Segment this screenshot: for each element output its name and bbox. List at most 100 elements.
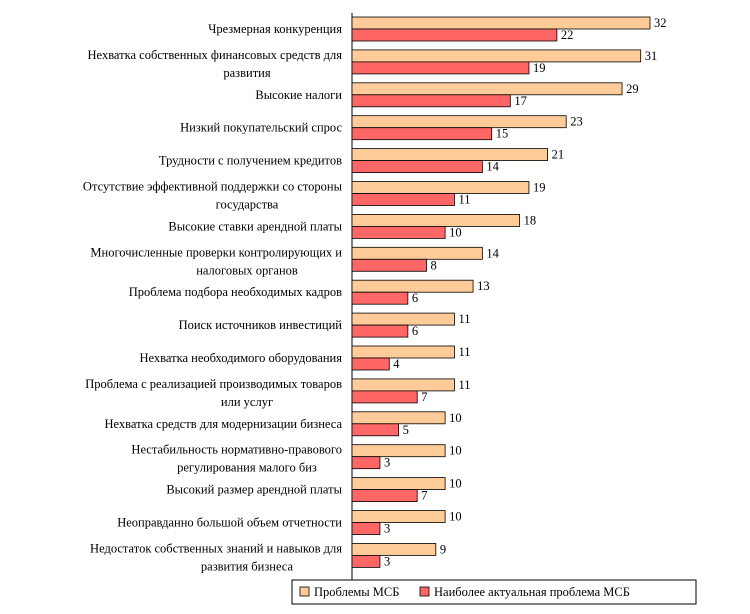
bar-series-1 <box>351 378 455 392</box>
data-label-series-1: 10 <box>449 444 462 458</box>
data-label-series-1: 10 <box>449 411 462 425</box>
bar-series-1 <box>351 148 548 162</box>
data-label-series-1: 19 <box>533 181 546 195</box>
category-label-line: государства <box>216 198 279 212</box>
category-label: Нехватка собственных финансовых средств … <box>88 48 343 80</box>
category-label: Высокий размер арендной платы <box>166 483 342 497</box>
category-label: Проблема с реализацией производимых това… <box>85 377 342 409</box>
data-label-series-1: 21 <box>552 148 565 162</box>
bar-series-2 <box>351 489 418 503</box>
data-label-series-1: 18 <box>524 213 537 227</box>
category-label: Низкий покупательский спрос <box>180 121 342 135</box>
legend-label-series-1: Проблемы МСБ <box>314 585 399 599</box>
category-label: Высокие налоги <box>255 88 342 102</box>
category-label: Поиск источников инвестиций <box>179 318 343 332</box>
legend-label-series-2: Наиболее актуальная проблема МСБ <box>434 585 630 599</box>
data-label-series-1: 29 <box>626 82 639 96</box>
bar-series-2 <box>351 357 390 371</box>
data-label-series-1: 9 <box>440 542 446 556</box>
bar-series-1 <box>351 246 483 260</box>
data-label-series-2: 6 <box>412 324 418 338</box>
bar-series-2 <box>351 225 446 239</box>
bar-series-2 <box>351 522 381 535</box>
category-label-line: развития бизнеса <box>201 559 294 573</box>
data-label-series-2: 15 <box>496 127 509 141</box>
data-label-series-1: 14 <box>486 246 499 260</box>
data-label-series-2: 14 <box>486 160 499 174</box>
bar-series-1 <box>351 49 642 63</box>
bar-series-1 <box>351 16 651 30</box>
bar-series-2 <box>351 160 483 174</box>
data-label-series-2: 19 <box>533 61 546 75</box>
category-label-line: регулирования малого биз <box>177 461 317 475</box>
category-label: Недостаток собственных знаний и навыков … <box>90 541 342 573</box>
data-label-series-2: 6 <box>412 291 418 305</box>
data-label-series-2: 4 <box>393 357 400 371</box>
category-label-line: Нестабильность нормативно-правового <box>131 443 342 457</box>
bar-series-1 <box>351 82 623 96</box>
bar-series-2 <box>351 61 530 75</box>
data-label-series-2: 8 <box>431 258 437 272</box>
category-label: Отсутствие эффективной поддержки со стор… <box>83 180 343 212</box>
data-label-series-2: 3 <box>384 456 390 470</box>
legend-swatch-series-1 <box>299 586 310 597</box>
data-label-series-2: 11 <box>458 193 470 207</box>
category-label-line: Проблема с реализацией производимых това… <box>85 377 342 391</box>
data-label-series-1: 10 <box>449 477 462 491</box>
category-label: Высокие ставки арендной платы <box>168 219 342 233</box>
data-label-series-1: 11 <box>458 378 470 392</box>
category-label: Трудности с получением кредитов <box>159 154 342 168</box>
bar-series-2 <box>351 291 409 305</box>
bar-series-1 <box>351 115 567 129</box>
category-label-line: развития <box>223 66 270 80</box>
data-label-series-1: 32 <box>654 16 667 30</box>
category-label-line: Отсутствие эффективной поддержки со стор… <box>83 180 343 194</box>
category-labels: Чрезмерная конкуренция Нехватка собственн… <box>83 22 343 573</box>
category-label: Чрезмерная конкуренция <box>208 22 342 36</box>
bar-series-1 <box>351 312 455 326</box>
category-label: Нестабильность нормативно-правового регул… <box>131 443 342 475</box>
bar-series-2 <box>351 127 493 141</box>
category-label: Неоправданно большой объем отчетности <box>117 516 342 530</box>
data-label-series-2: 3 <box>384 522 390 536</box>
data-label-series-2: 5 <box>403 423 409 437</box>
legend: Проблемы МСБ Наиболее актуальная проблема… <box>291 579 697 605</box>
data-label-series-2: 3 <box>384 554 390 568</box>
bar-series-2 <box>351 390 418 404</box>
bar-series-2 <box>351 258 427 272</box>
bar-series-2 <box>351 28 558 42</box>
data-label-series-1: 23 <box>570 115 583 129</box>
bars <box>351 16 651 568</box>
bar-series-2 <box>351 193 455 206</box>
data-label-series-2: 7 <box>421 489 427 503</box>
bar-series-1 <box>351 411 446 425</box>
data-label-series-2: 17 <box>514 94 527 108</box>
data-label-series-2: 10 <box>449 225 462 239</box>
category-label: Нехватка средств для модернизации бизнес… <box>105 417 343 431</box>
bar-series-2 <box>351 456 381 470</box>
category-label-line: Нехватка собственных финансовых средств … <box>88 48 343 62</box>
category-label-line: или услуг <box>221 395 273 409</box>
bar-series-2 <box>351 324 409 338</box>
category-label-line: Недостаток собственных знаний и навыков … <box>90 541 342 555</box>
bar-series-1 <box>351 213 521 227</box>
category-label-line: Многочисленные проверки контролирующих и <box>90 245 342 259</box>
bar-series-2 <box>351 94 511 108</box>
category-label-line: налоговых органов <box>196 263 298 277</box>
legend-swatch-series-2 <box>419 586 430 597</box>
bar-series-1 <box>351 181 530 194</box>
data-label-series-1: 11 <box>458 345 470 359</box>
legend-box <box>291 579 697 605</box>
data-label-series-1: 31 <box>645 49 658 63</box>
bar-series-1 <box>351 444 446 458</box>
bar-series-1 <box>351 345 455 359</box>
category-label: Проблема подбора необходимых кадров <box>129 285 342 299</box>
bar-series-2 <box>351 423 399 437</box>
data-label-series-1: 13 <box>477 279 490 293</box>
category-label: Нехватка необходимого оборудования <box>139 351 342 365</box>
bar-series-2 <box>351 555 381 568</box>
bar-series-1 <box>351 477 446 491</box>
data-label-series-1: 11 <box>458 312 470 326</box>
data-label-series-2: 7 <box>421 390 427 404</box>
